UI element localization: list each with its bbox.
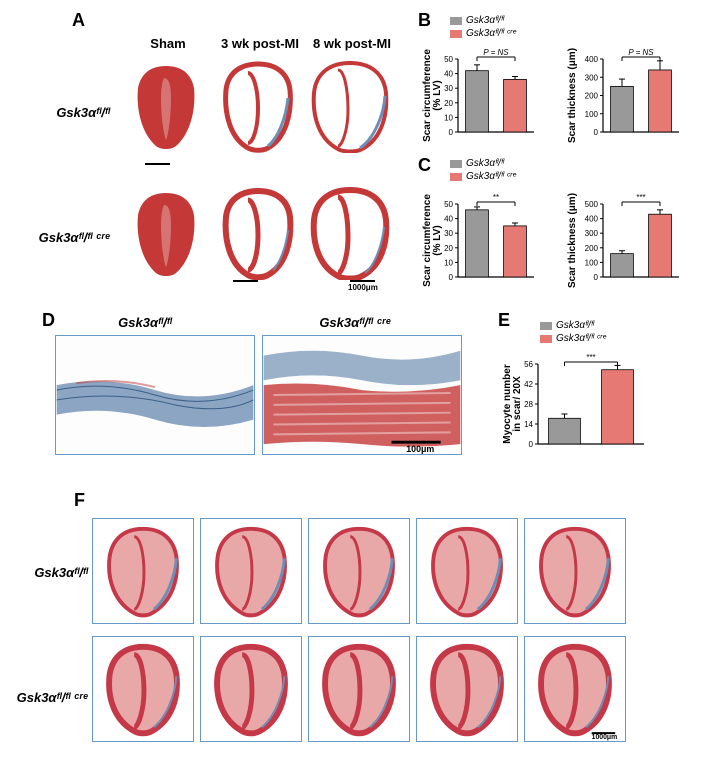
heart-ko-sham (126, 185, 206, 280)
panel-f-label: F (74, 490, 85, 511)
legend-c-ko: Gsk3αᶠˡ/ᶠˡ ᶜʳᵉ (466, 171, 516, 182)
scalebar-a3 (350, 280, 375, 282)
svg-text:40: 40 (444, 70, 453, 79)
svg-text:0: 0 (529, 440, 534, 449)
heart-f-r1-c4: 1000μm (524, 636, 626, 742)
svg-text:20: 20 (444, 244, 453, 253)
row-label-ko-a: Gsk3αᶠˡ/ᶠˡ ᶜʳᵉ (10, 230, 110, 245)
row-label-wt-a: Gsk3αᶠˡ/ᶠˡ (20, 105, 110, 120)
svg-text:50: 50 (444, 55, 453, 64)
chart-c1: 01020304050**Scar circumference(% LV) (420, 190, 540, 295)
heart-f-r0-c3 (416, 518, 518, 624)
heart-f-r0-c2 (308, 518, 410, 624)
svg-text:30: 30 (444, 229, 453, 238)
col-header-sham: Sham (118, 36, 218, 51)
chart-b2: 0 100 200 300 400 P = NS Scar thickness (μm) (565, 45, 685, 150)
chart-c2: 0 100 200 300 400 500 *** Scar thickness (μm) (565, 190, 685, 295)
svg-text:(% LV): (% LV) (432, 225, 443, 255)
panel-b-label: B (418, 10, 431, 31)
row-label-ko-f: Gsk3αᶠˡ/ᶠˡ ᶜʳᵉ (0, 690, 88, 705)
heart-wt-sham (126, 58, 206, 153)
svg-text:50: 50 (444, 200, 453, 209)
scalebar-a2 (233, 280, 258, 282)
svg-text:Scar thickness (μm): Scar thickness (μm) (567, 193, 578, 288)
svg-text:***: *** (586, 353, 595, 362)
heart-f-r0-c1 (200, 518, 302, 624)
svg-text:200: 200 (585, 92, 599, 101)
svg-text:in scar/ 20X: in scar/ 20X (512, 376, 523, 432)
svg-text:400: 400 (585, 215, 599, 224)
svg-text:(% LV): (% LV) (432, 80, 443, 110)
svg-text:400: 400 (585, 55, 599, 64)
svg-text:10: 10 (444, 113, 453, 122)
row-label-wt-f: Gsk3αᶠˡ/ᶠˡ (0, 565, 88, 580)
scalebar-a1 (145, 163, 170, 165)
svg-text:0: 0 (449, 128, 454, 137)
legend-c: Gsk3αᶠˡ/ᶠˡ Gsk3αᶠˡ/ᶠˡ ᶜʳᵉ (450, 158, 516, 184)
svg-text:42: 42 (524, 380, 533, 389)
chart-e: 014284256***Myocyte numberin scar/ 20X (500, 350, 650, 462)
svg-text:**: ** (493, 193, 499, 202)
svg-text:300: 300 (585, 229, 599, 238)
heart-f-r1-c2 (308, 636, 410, 742)
svg-text:0: 0 (449, 273, 454, 282)
scalebar-a3-text: 1000μm (348, 283, 378, 292)
svg-text:P = NS: P = NS (483, 48, 509, 57)
legend-e-ko: Gsk3αᶠˡ/ᶠˡ ᶜʳᵉ (556, 333, 606, 344)
svg-text:100μm: 100μm (406, 444, 434, 454)
svg-text:30: 30 (444, 84, 453, 93)
heart-f-r0-c4 (524, 518, 626, 624)
svg-text:200: 200 (585, 244, 599, 253)
panel-c-label: C (418, 155, 431, 176)
histology-wt (55, 335, 255, 455)
legend-e-wt: Gsk3αᶠˡ/ᶠˡ (556, 320, 594, 331)
panel-e-label: E (498, 310, 510, 331)
heart-ko-3wk (218, 185, 298, 280)
legend-c-wt: Gsk3αᶠˡ/ᶠˡ (466, 158, 504, 169)
col-header-8wk: 8 wk post-MI (302, 36, 402, 51)
heart-f-r1-c3 (416, 636, 518, 742)
heart-wt-8wk (310, 58, 390, 153)
header-d-ko: Gsk3αᶠˡ/ᶠˡ ᶜʳᵉ (290, 315, 420, 330)
svg-text:56: 56 (524, 360, 533, 369)
heart-f-r1-c0 (92, 636, 194, 742)
legend-b: Gsk3αᶠˡ/ᶠˡ Gsk3αᶠˡ/ᶠˡ ᶜʳᵉ (450, 15, 516, 41)
svg-text:1000μm: 1000μm (592, 734, 618, 741)
svg-text:20: 20 (444, 99, 453, 108)
svg-text:0: 0 (594, 128, 599, 137)
svg-text:0: 0 (594, 273, 599, 282)
svg-text:Scar thickness (μm): Scar thickness (μm) (567, 48, 578, 143)
panel-a-label: A (72, 10, 85, 31)
heart-f-r1-c1 (200, 636, 302, 742)
svg-text:***: *** (636, 193, 645, 202)
chart-b1: 01020304050P = NSScar circumference(% LV… (420, 45, 540, 150)
histology-ko: 100μm (262, 335, 462, 455)
svg-text:40: 40 (444, 215, 453, 224)
header-d-wt: Gsk3αᶠˡ/ᶠˡ (85, 315, 205, 330)
svg-text:28: 28 (524, 400, 533, 409)
heart-f-r0-c0 (92, 518, 194, 624)
svg-text:100: 100 (585, 110, 599, 119)
svg-text:300: 300 (585, 73, 599, 82)
svg-text:500: 500 (585, 200, 599, 209)
legend-b-wt: Gsk3αᶠˡ/ᶠˡ (466, 15, 504, 26)
heart-wt-3wk (218, 58, 298, 153)
heart-ko-8wk (310, 185, 390, 280)
legend-b-ko: Gsk3αᶠˡ/ᶠˡ ᶜʳᵉ (466, 28, 516, 39)
legend-e: Gsk3αᶠˡ/ᶠˡ Gsk3αᶠˡ/ᶠˡ ᶜʳᵉ (540, 320, 606, 346)
panel-d-label: D (42, 310, 55, 331)
svg-text:100: 100 (585, 258, 599, 267)
svg-text:P = NS: P = NS (628, 48, 654, 57)
col-header-3wk: 3 wk post-MI (210, 36, 310, 51)
svg-text:10: 10 (444, 258, 453, 267)
svg-text:14: 14 (524, 420, 533, 429)
